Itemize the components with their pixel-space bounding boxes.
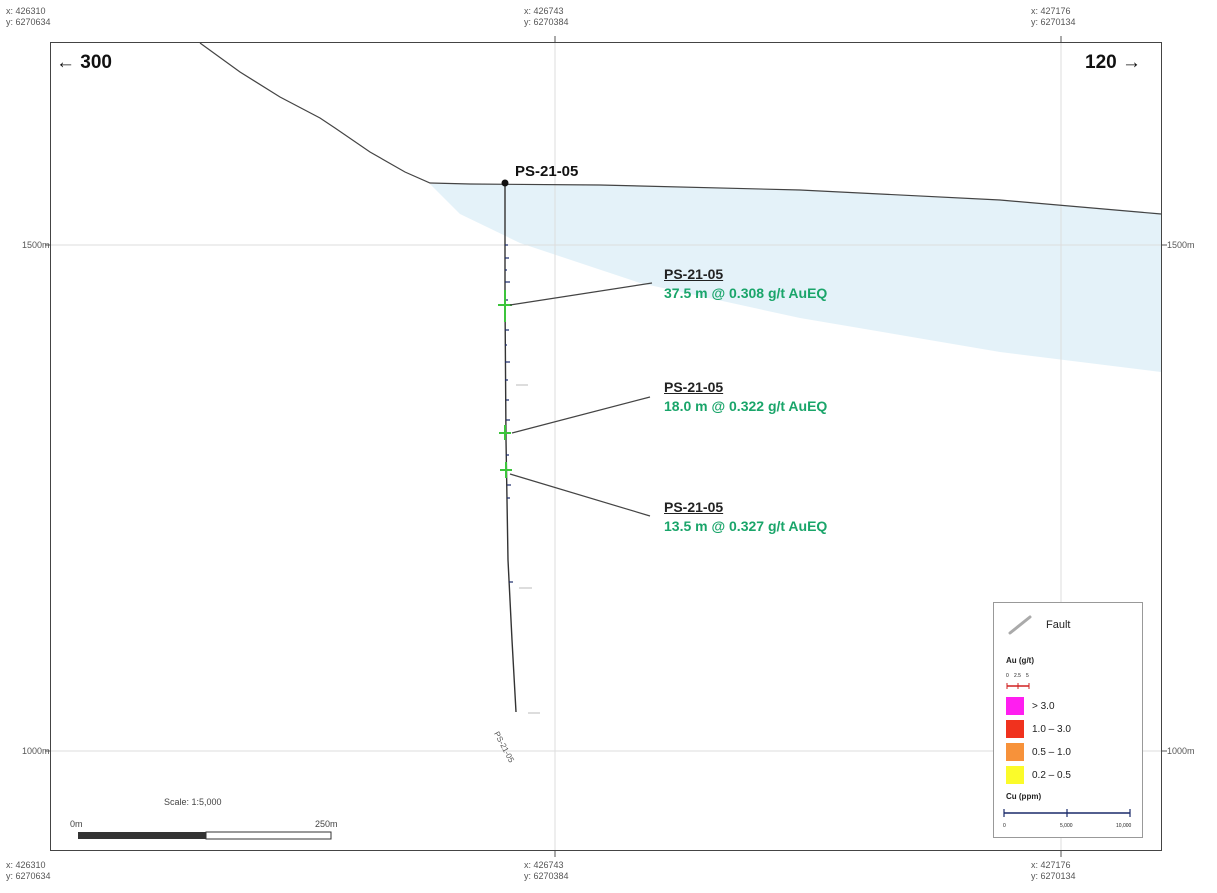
top-coord-3-x: x: 427176 — [1031, 6, 1071, 16]
elevation-1500-left: 1500m — [22, 240, 50, 250]
callout-2-grade: 18.0 m @ 0.322 g/t AuEQ — [664, 398, 828, 414]
top-coord-3: x: 427176 y: 6270134 — [1031, 6, 1076, 28]
callout-3-hole: PS-21-05 — [664, 499, 724, 515]
top-coord-1: x: 426310 y: 6270634 — [6, 6, 51, 28]
au-class-1-swatch — [1006, 697, 1024, 715]
bottom-coord-2-x: x: 426743 — [524, 860, 564, 870]
callout-2-hole: PS-21-05 — [664, 379, 724, 395]
top-coord-2-y: y: 6270384 — [524, 17, 569, 27]
legend-cu-title: Cu (ppm) — [1006, 792, 1042, 801]
oxide-zone — [430, 184, 1161, 372]
top-coord-1-y: y: 6270634 — [6, 17, 51, 27]
au-class-2-label: 1.0 – 3.0 — [1032, 723, 1071, 735]
elevation-1500-right: 1500m — [1167, 240, 1195, 250]
top-coord-3-y: y: 6270134 — [1031, 17, 1076, 27]
au-tick-2: 5 — [1026, 673, 1029, 679]
legend-au-class-2: 1.0 – 3.0 — [1006, 720, 1071, 738]
au-class-3-label: 0.5 – 1.0 — [1032, 746, 1071, 758]
au-tick-1: 2.5 — [1014, 673, 1021, 679]
bottom-coord-1-x: x: 426310 — [6, 860, 46, 870]
au-class-1-label: > 3.0 — [1032, 700, 1055, 712]
top-coord-2-x: x: 426743 — [524, 6, 564, 16]
bottom-coord-1: x: 426310 y: 6270634 — [6, 860, 51, 882]
legend-au-class-4: 0.2 – 0.5 — [1006, 766, 1071, 784]
bottom-coord-3-x: x: 427176 — [1031, 860, 1071, 870]
au-tick-0: 0 — [1006, 673, 1009, 679]
scale-start-label: 0m — [70, 819, 83, 829]
legend-fault-label: Fault — [1046, 619, 1071, 631]
au-class-2-swatch — [1006, 720, 1024, 738]
cu-scale-bar — [1003, 809, 1131, 817]
callout-1-hole: PS-21-05 — [664, 266, 724, 282]
intercept-callout-3: PS-21-05 13.5 m @ 0.327 g/t AuEQ — [664, 498, 827, 536]
top-coord-2: x: 426743 y: 6270384 — [524, 6, 569, 28]
intercept-callout-2: PS-21-05 18.0 m @ 0.322 g/t AuEQ — [664, 378, 827, 416]
bottom-coord-2-y: y: 6270384 — [524, 871, 569, 881]
au-class-4-swatch — [1006, 766, 1024, 784]
legend-au-title: Au (g/t) — [1006, 656, 1034, 665]
elevation-1000-left: 1000m — [22, 746, 50, 756]
cu-tick-0: 0 — [1003, 823, 1006, 829]
fault-line-icon — [1008, 615, 1032, 635]
scale-label: Scale: 1:5,000 — [164, 797, 222, 807]
elevation-1000-right: 1000m — [1167, 746, 1195, 756]
collar-marker — [501, 179, 509, 187]
bottom-coord-1-y: y: 6270634 — [6, 871, 51, 881]
legend-au-class-1: > 3.0 — [1006, 697, 1055, 715]
scale-end-label: 250m — [315, 819, 338, 829]
bottom-coord-3-y: y: 6270134 — [1031, 871, 1076, 881]
elevation-ticks — [45, 36, 1167, 857]
callout-1-grade: 37.5 m @ 0.308 g/t AuEQ — [664, 285, 828, 301]
collar-label: PS-21-05 — [515, 163, 579, 180]
cu-assay-ticks — [505, 244, 513, 583]
top-coord-1-x: x: 426310 — [6, 6, 46, 16]
bottom-coord-3: x: 427176 y: 6270134 — [1031, 860, 1076, 882]
depth-labels — [516, 384, 540, 714]
cu-tick-1: 5,000 — [1060, 823, 1073, 829]
intercept-callout-1: PS-21-05 37.5 m @ 0.308 g/t AuEQ — [664, 265, 827, 303]
au-class-4-label: 0.2 – 0.5 — [1032, 769, 1071, 781]
au-scale-bar — [1006, 683, 1030, 689]
callout-3-grade: 13.5 m @ 0.327 g/t AuEQ — [664, 518, 828, 534]
scale-bar — [78, 831, 332, 840]
au-class-3-swatch — [1006, 743, 1024, 761]
direction-right-label: 120 → — [1085, 52, 1141, 73]
legend: Fault Au (g/t) 0 2.5 5 > 3.0 1.0 – 3.0 0… — [993, 602, 1143, 838]
legend-au-class-3: 0.5 – 1.0 — [1006, 743, 1071, 761]
direction-left-label: ← 300 — [56, 52, 112, 73]
cu-tick-2: 10,000 — [1116, 823, 1132, 829]
bottom-coord-2: x: 426743 y: 6270384 — [524, 860, 569, 882]
topography-line — [199, 42, 1162, 215]
intercept-marks — [498, 290, 512, 478]
drill-hole-trace — [504, 184, 517, 713]
callout-leaders — [509, 282, 653, 517]
map-frame — [50, 42, 1162, 851]
